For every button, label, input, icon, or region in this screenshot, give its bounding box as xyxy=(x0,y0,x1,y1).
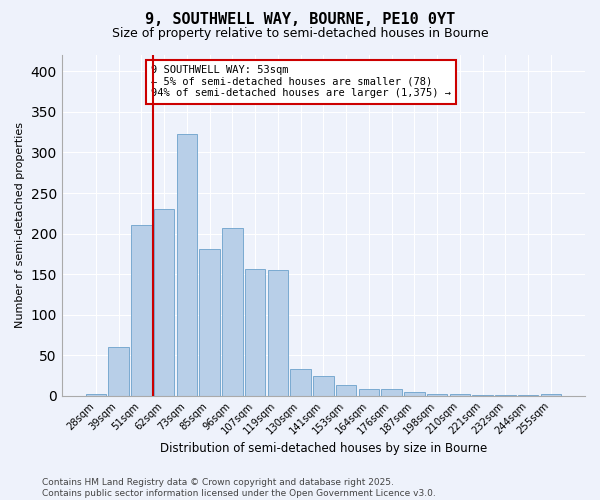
Bar xyxy=(154,209,175,396)
Bar xyxy=(222,228,242,396)
Bar xyxy=(336,384,356,396)
Bar xyxy=(404,392,425,396)
Text: Contains HM Land Registry data © Crown copyright and database right 2025.
Contai: Contains HM Land Registry data © Crown c… xyxy=(42,478,436,498)
Bar xyxy=(199,249,220,396)
Bar xyxy=(131,226,152,396)
Bar xyxy=(382,388,402,396)
Bar xyxy=(541,394,561,396)
Text: 9 SOUTHWELL WAY: 53sqm
← 5% of semi-detached houses are smaller (78)
94% of semi: 9 SOUTHWELL WAY: 53sqm ← 5% of semi-deta… xyxy=(151,65,451,98)
Bar xyxy=(109,348,129,396)
Bar xyxy=(290,369,311,396)
Text: 9, SOUTHWELL WAY, BOURNE, PE10 0YT: 9, SOUTHWELL WAY, BOURNE, PE10 0YT xyxy=(145,12,455,28)
Bar xyxy=(518,395,538,396)
X-axis label: Distribution of semi-detached houses by size in Bourne: Distribution of semi-detached houses by … xyxy=(160,442,487,455)
Bar xyxy=(86,394,106,396)
Bar xyxy=(450,394,470,396)
Bar xyxy=(472,395,493,396)
Y-axis label: Number of semi-detached properties: Number of semi-detached properties xyxy=(15,122,25,328)
Bar xyxy=(313,376,334,396)
Bar xyxy=(427,394,448,396)
Bar xyxy=(245,268,265,396)
Bar xyxy=(359,388,379,396)
Bar xyxy=(176,134,197,396)
Bar xyxy=(268,270,288,396)
Bar xyxy=(495,395,516,396)
Text: Size of property relative to semi-detached houses in Bourne: Size of property relative to semi-detach… xyxy=(112,28,488,40)
